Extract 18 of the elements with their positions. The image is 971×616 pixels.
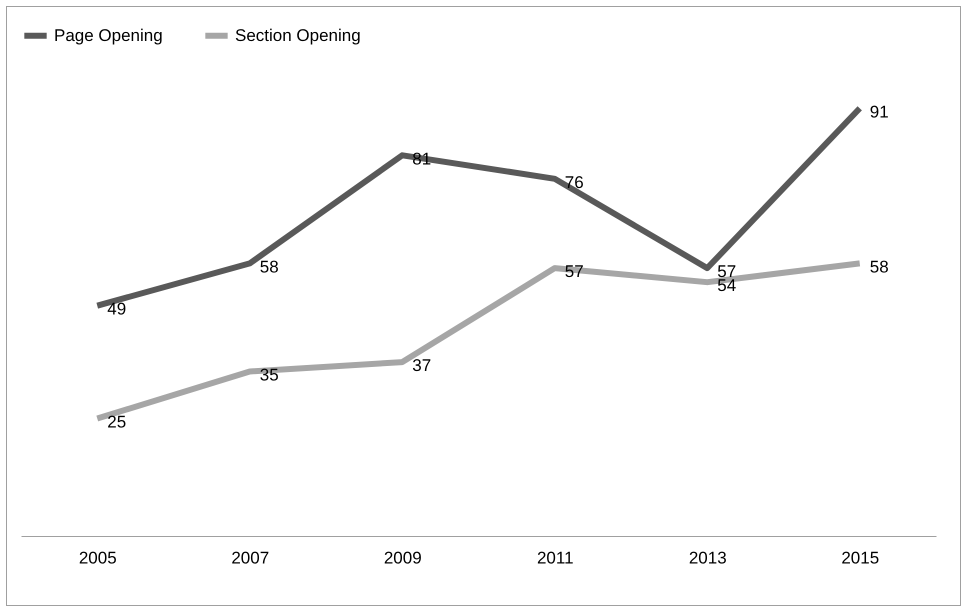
data-label: 76 <box>564 172 584 192</box>
data-label: 58 <box>870 257 889 276</box>
x-tick-label: 2013 <box>688 548 727 568</box>
x-tick-label: 2011 <box>536 548 574 568</box>
x-tick-label: 2005 <box>78 548 117 568</box>
legend-label: Section Opening <box>235 26 361 45</box>
data-label: 54 <box>717 276 736 296</box>
data-label: 35 <box>260 366 279 384</box>
data-label: 25 <box>107 412 126 432</box>
data-label: 49 <box>107 300 126 319</box>
x-tick-label: 2009 <box>384 548 422 568</box>
data-label: 58 <box>260 257 279 276</box>
legend-label: Page Opening <box>54 26 163 45</box>
x-tick-label: 2015 <box>841 548 880 568</box>
data-label: 91 <box>870 102 889 122</box>
data-label: 57 <box>564 262 584 282</box>
data-label: 37 <box>412 356 432 376</box>
x-tick-label: 2007 <box>231 548 270 568</box>
